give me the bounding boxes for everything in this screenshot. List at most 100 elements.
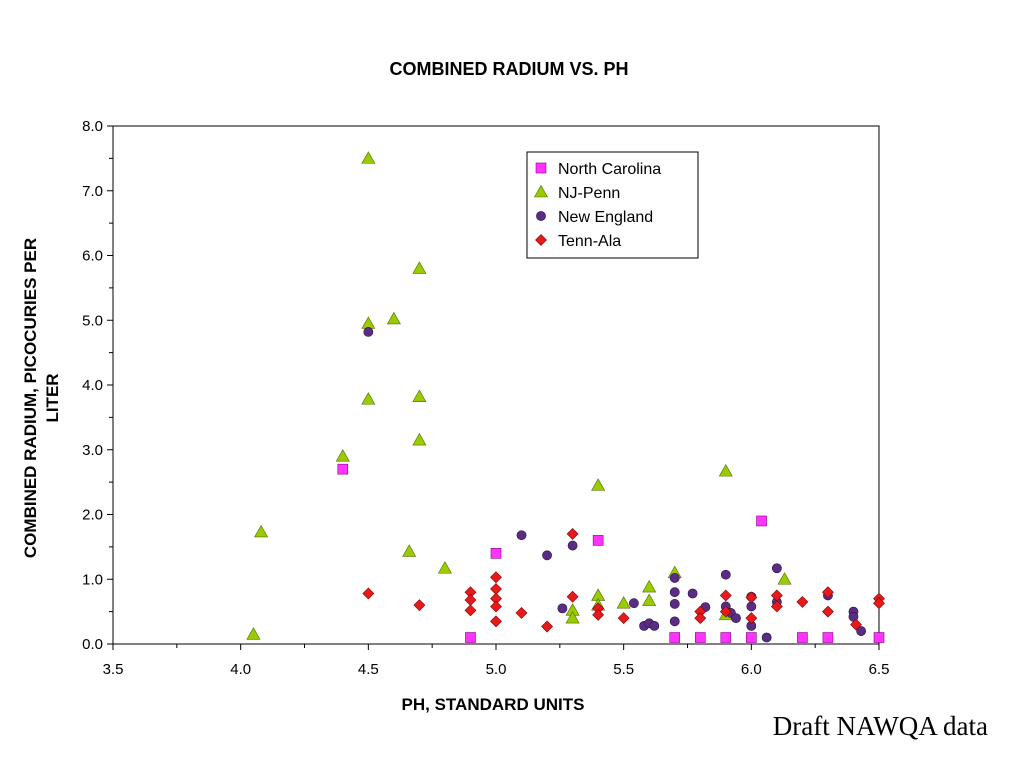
data-points [246, 151, 885, 643]
data-point-tenn-ala [719, 589, 732, 602]
y-tick-label: 2.0 [82, 507, 103, 524]
data-point-new-england [687, 588, 698, 599]
legend-item-tenn-ala: Tenn-Ala [535, 233, 621, 250]
data-point-north-carolina [337, 463, 349, 475]
data-point-nj-penn [412, 389, 427, 402]
data-point-new-england [669, 587, 680, 598]
data-point-new-england [516, 530, 527, 541]
data-point-north-carolina [490, 548, 502, 559]
data-point-new-england [628, 598, 639, 609]
data-point-north-carolina [720, 632, 732, 643]
y-tick-label: 8.0 [82, 118, 103, 135]
data-point-north-carolina [873, 632, 885, 643]
legend-marker-north-carolina [535, 162, 547, 174]
data-point-new-england [363, 327, 374, 337]
data-point-new-england [731, 613, 741, 623]
data-point-tenn-ala [413, 599, 426, 612]
data-point-new-england [669, 616, 680, 627]
data-point-north-carolina [592, 535, 604, 546]
legend-label-new-england: New England [558, 209, 653, 226]
data-point-tenn-ala [464, 604, 477, 617]
x-tick-label: 3.5 [103, 661, 124, 678]
x-tick-label: 5.0 [486, 661, 507, 678]
data-point-nj-penn [402, 544, 417, 557]
data-point-nj-penn [412, 432, 427, 446]
data-point-north-carolina [822, 632, 834, 643]
legend-marker-tenn-ala [535, 234, 547, 246]
data-point-north-carolina [797, 632, 808, 643]
data-point-new-england [542, 550, 552, 561]
data-point-tenn-ala [873, 597, 885, 610]
x-tick-label: 5.5 [613, 661, 634, 678]
y-axis-title: COMBINED RADIUM, PICOCURIES PER LITER [21, 238, 62, 558]
legend-item-new-england: New England [536, 209, 653, 226]
legend-box [526, 151, 699, 259]
plot-area [112, 125, 880, 645]
data-point-nj-penn [642, 579, 657, 593]
y-tick-label: 1.0 [82, 571, 103, 588]
data-point-new-england [669, 573, 680, 583]
data-point-tenn-ala [490, 600, 502, 613]
data-point-tenn-ala [850, 618, 862, 631]
data-point-nj-penn [616, 596, 631, 609]
y-tick-label: 5.0 [82, 312, 103, 329]
data-point-new-england [761, 632, 772, 643]
data-point-north-carolina [694, 632, 706, 643]
x-tick-label: 4.0 [230, 661, 251, 678]
legend-marker-new-england [536, 211, 546, 221]
chart-title: COMBINED RADIUM VS. PH [389, 59, 628, 79]
footnote: Draft NAWQA data [772, 711, 988, 741]
data-point-tenn-ala [566, 528, 579, 540]
axis-ticks: 3.5 4.0 4.5 5.0 5.5 6.0 6.5 0.0 1.0 2.0 3.0 4.0 5.0 6… [82, 118, 889, 678]
data-point-new-england [720, 569, 731, 580]
data-point-north-carolina [756, 515, 767, 527]
data-point-tenn-ala [362, 587, 375, 600]
y-tick-label: 7.0 [82, 183, 103, 200]
series-north-carolina [337, 463, 885, 643]
y-tick-label: 6.0 [82, 248, 103, 265]
x-axis-title: PH, STANDARD UNITS [402, 695, 585, 714]
data-point-tenn-ala [719, 605, 732, 618]
data-point-new-england [669, 598, 680, 609]
series-tenn-ala [362, 528, 885, 633]
data-point-nj-penn [386, 311, 401, 325]
x-tick-label: 4.5 [358, 661, 379, 678]
legend-label-nj-penn: NJ-Penn [558, 185, 620, 202]
data-point-tenn-ala [694, 612, 707, 625]
data-point-north-carolina [465, 632, 476, 643]
data-point-tenn-ala [745, 591, 758, 604]
data-point-nj-penn [254, 524, 269, 538]
data-point-tenn-ala [796, 595, 809, 608]
data-point-tenn-ala [770, 600, 783, 613]
data-point-nj-penn [246, 627, 261, 640]
data-point-new-england [856, 626, 867, 636]
data-point-tenn-ala [541, 620, 553, 633]
data-point-tenn-ala [822, 586, 834, 599]
y-tick-label: 3.0 [82, 442, 103, 459]
data-point-north-carolina [746, 632, 757, 643]
data-point-new-england [649, 620, 660, 631]
data-point-new-england [557, 603, 568, 614]
data-point-nj-penn [361, 151, 376, 164]
data-point-nj-penn [335, 449, 350, 462]
data-point-nj-penn [412, 261, 427, 274]
legend: North Carolina NJ-Penn New England Tenn-Ala [526, 151, 699, 259]
data-point-nj-penn [777, 572, 792, 585]
y-axis-title-line-1: COMBINED RADIUM, PICOCURIES PER [21, 238, 40, 558]
data-point-nj-penn [437, 561, 452, 574]
data-point-nj-penn [718, 464, 733, 477]
legend-item-nj-penn: NJ-Penn [533, 184, 620, 202]
data-point-nj-penn [642, 593, 657, 606]
y-axis-title-line-2: LITER [43, 373, 62, 422]
data-point-tenn-ala [490, 571, 502, 584]
data-point-north-carolina [669, 632, 681, 643]
data-point-nj-penn [591, 478, 606, 491]
data-point-nj-penn [565, 610, 580, 624]
data-point-new-england [771, 563, 782, 574]
data-point-tenn-ala [566, 590, 579, 603]
series-nj-penn [246, 151, 792, 640]
y-tick-label: 0.0 [82, 636, 103, 653]
data-point-tenn-ala [745, 612, 758, 625]
data-point-tenn-ala [617, 612, 630, 625]
